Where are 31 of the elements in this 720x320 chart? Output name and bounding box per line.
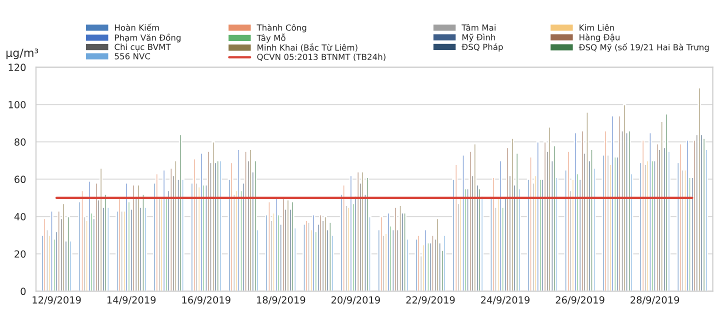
y-axis-title: μg/m³ bbox=[6, 48, 38, 60]
legend-label: Minh Khai (Bắc Từ Liêm) bbox=[258, 43, 358, 52]
y-tick-label: 100 bbox=[8, 101, 26, 108]
legend-label: Phạm Văn Đồng bbox=[115, 34, 180, 42]
legend-label: Tây Mỗ bbox=[256, 34, 286, 43]
legend-label: Tâm Mai bbox=[462, 24, 496, 31]
y-tick-label: 80 bbox=[14, 138, 26, 146]
legend-label: Chi cục BVMT bbox=[114, 44, 171, 52]
y-tick-label: 0 bbox=[20, 288, 26, 296]
x-tick-label: 12/9/2019 bbox=[32, 296, 81, 304]
y-tick-label: 60 bbox=[14, 176, 26, 184]
legend-label: ĐSQ Mỹ (số 19/21 Hai Bà Trưng bbox=[578, 43, 709, 52]
x-tick-label: 22/9/2019 bbox=[406, 296, 455, 304]
x-tick-label: 18/9/2019 bbox=[257, 296, 306, 304]
legend-label: Hoàn Kiếm bbox=[115, 24, 159, 31]
x-tick-label: 16/9/2019 bbox=[182, 296, 230, 304]
legend-label: Mỹ Đình bbox=[462, 34, 496, 42]
legend-label: Thành Công bbox=[256, 24, 306, 32]
x-tick-label: 28/9/2019 bbox=[630, 296, 680, 304]
y-tick-label: 20 bbox=[14, 250, 26, 258]
legend-label: Kim Liên bbox=[580, 24, 614, 31]
x-tick-label: 26/9/2019 bbox=[556, 296, 604, 304]
x-tick-label: 14/9/2019 bbox=[107, 296, 156, 304]
legend-label: 556 NVC bbox=[114, 53, 150, 60]
legend-label: ĐSQ Pháp bbox=[462, 43, 503, 52]
y-tick-label: 40 bbox=[14, 213, 26, 220]
legend-label: Hàng Đậu bbox=[580, 34, 620, 42]
x-tick-label: 24/9/2019 bbox=[481, 296, 530, 304]
y-tick-label: 120 bbox=[8, 64, 26, 72]
x-tick-label: 20/9/2019 bbox=[331, 296, 380, 304]
legend-label: QCVN 05:2013 BTNMT (TB24h) bbox=[257, 54, 386, 61]
